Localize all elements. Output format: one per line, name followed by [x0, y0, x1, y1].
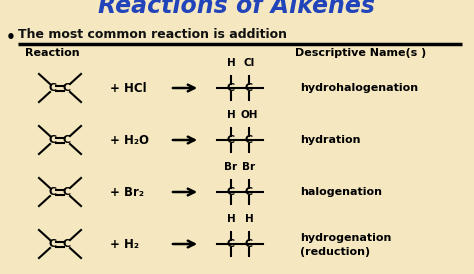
Text: C: C — [245, 239, 253, 249]
Text: halogenation: halogenation — [300, 187, 382, 197]
Text: + HCl: + HCl — [110, 81, 146, 95]
Text: hydration: hydration — [300, 135, 361, 145]
Text: C: C — [49, 239, 57, 249]
Text: Br: Br — [224, 162, 237, 172]
Text: C: C — [63, 239, 71, 249]
Text: hydrohalogenation: hydrohalogenation — [300, 83, 418, 93]
Text: C: C — [245, 83, 253, 93]
Text: C: C — [63, 187, 71, 197]
Text: •: • — [6, 30, 16, 45]
Text: hydrogenation: hydrogenation — [300, 233, 392, 243]
Text: Br: Br — [242, 162, 255, 172]
Text: The most common reaction is addition: The most common reaction is addition — [18, 28, 287, 41]
Text: C: C — [227, 239, 235, 249]
Text: C: C — [227, 83, 235, 93]
Text: OH: OH — [240, 110, 258, 120]
Text: C: C — [227, 135, 235, 145]
Text: C: C — [245, 187, 253, 197]
Text: Cl: Cl — [243, 58, 255, 68]
Text: C: C — [227, 187, 235, 197]
Text: Reactions of Alkenes: Reactions of Alkenes — [99, 0, 375, 18]
Text: + H₂: + H₂ — [110, 238, 139, 250]
Text: H: H — [227, 58, 236, 68]
Text: C: C — [49, 83, 57, 93]
Text: C: C — [49, 135, 57, 145]
Text: H: H — [227, 110, 236, 120]
Text: + Br₂: + Br₂ — [110, 185, 144, 198]
Text: Descriptive Name(s ): Descriptive Name(s ) — [295, 48, 426, 58]
Text: C: C — [49, 187, 57, 197]
Text: Reaction: Reaction — [25, 48, 80, 58]
Text: C: C — [245, 135, 253, 145]
Text: H: H — [245, 214, 254, 224]
Text: + H₂O: + H₂O — [110, 133, 149, 147]
Text: (reduction): (reduction) — [300, 247, 370, 257]
Text: C: C — [63, 135, 71, 145]
Text: H: H — [227, 214, 236, 224]
Text: C: C — [63, 83, 71, 93]
